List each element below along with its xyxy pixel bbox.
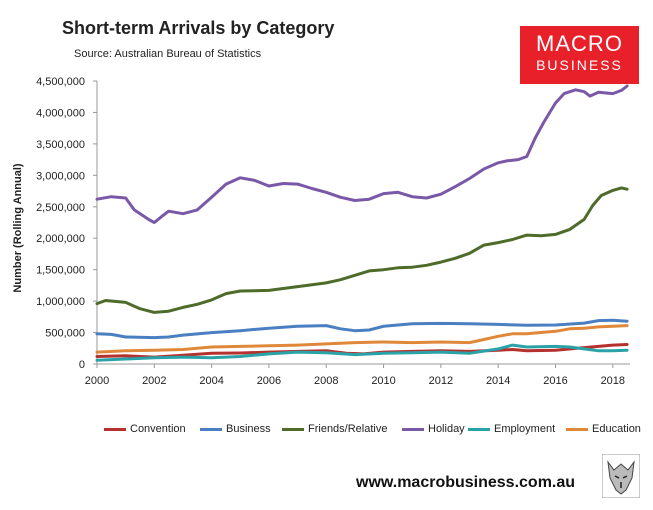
legend-item-convention: Convention xyxy=(104,423,186,435)
x-tick-label: 2010 xyxy=(371,375,395,387)
legend-swatch xyxy=(104,427,126,431)
website-url: www.macrobusiness.com.au xyxy=(356,474,576,491)
x-tick-label: 2000 xyxy=(85,375,109,387)
x-tick-label: 2006 xyxy=(257,375,281,387)
series-line-education xyxy=(95,324,629,354)
legend-label: Business xyxy=(226,423,271,435)
y-tick-label: 4,500,000 xyxy=(36,76,85,88)
logo-line1: MACRO xyxy=(536,31,623,56)
legend-label: Employment xyxy=(494,423,556,435)
legend-swatch xyxy=(402,427,424,431)
macrobusiness-logo: MACRO BUSINESS xyxy=(520,26,639,84)
x-tick-label: 2016 xyxy=(543,375,567,387)
x-tick-label: 2008 xyxy=(314,375,338,387)
wolf-logo-icon xyxy=(602,454,640,498)
legend-swatch xyxy=(468,427,490,431)
x-tick-label: 2014 xyxy=(486,375,510,387)
y-tick-label: 3,500,000 xyxy=(36,139,85,151)
y-tick-label: 4,000,000 xyxy=(36,107,85,119)
y-tick-label: 3,000,000 xyxy=(36,170,85,182)
legend-item-holiday: Holiday xyxy=(402,423,465,435)
x-tick-label: 2004 xyxy=(199,375,223,387)
y-tick-label: 1,500,000 xyxy=(36,265,85,277)
y-tick-label: 2,000,000 xyxy=(36,233,85,245)
series-line-employment xyxy=(95,343,629,362)
y-tick-label: 500,000 xyxy=(45,328,85,340)
legend-label: Education xyxy=(592,423,641,435)
series-line-holiday xyxy=(95,84,629,224)
legend-swatch xyxy=(200,427,222,431)
y-tick-label: 0 xyxy=(79,359,85,371)
legend-item-employment: Employment xyxy=(468,423,555,435)
legend-swatch xyxy=(282,427,304,431)
y-tick-label: 2,500,000 xyxy=(36,202,85,214)
legend-item-business: Business xyxy=(200,423,271,435)
legend-label: Friends/Relative xyxy=(308,423,388,435)
legend-item-friends-relative: Friends/Relative xyxy=(282,423,387,435)
chart-source: Source: Australian Bureau of Statistics xyxy=(74,48,262,60)
series-line-friends-relative xyxy=(95,186,629,314)
y-tick-label: 1,000,000 xyxy=(36,296,85,308)
legend-label: Holiday xyxy=(428,423,465,435)
logo-line2: BUSINESS xyxy=(536,57,623,73)
legend-swatch xyxy=(566,427,588,431)
x-tick-label: 2018 xyxy=(601,375,625,387)
x-tick-label: 2012 xyxy=(429,375,453,387)
legend-label: Convention xyxy=(130,423,186,435)
legend-item-education: Education xyxy=(566,423,641,435)
x-tick-label: 2002 xyxy=(142,375,166,387)
chart-title: Short-term Arrivals by Category xyxy=(62,18,335,38)
series-line-business xyxy=(95,318,629,340)
